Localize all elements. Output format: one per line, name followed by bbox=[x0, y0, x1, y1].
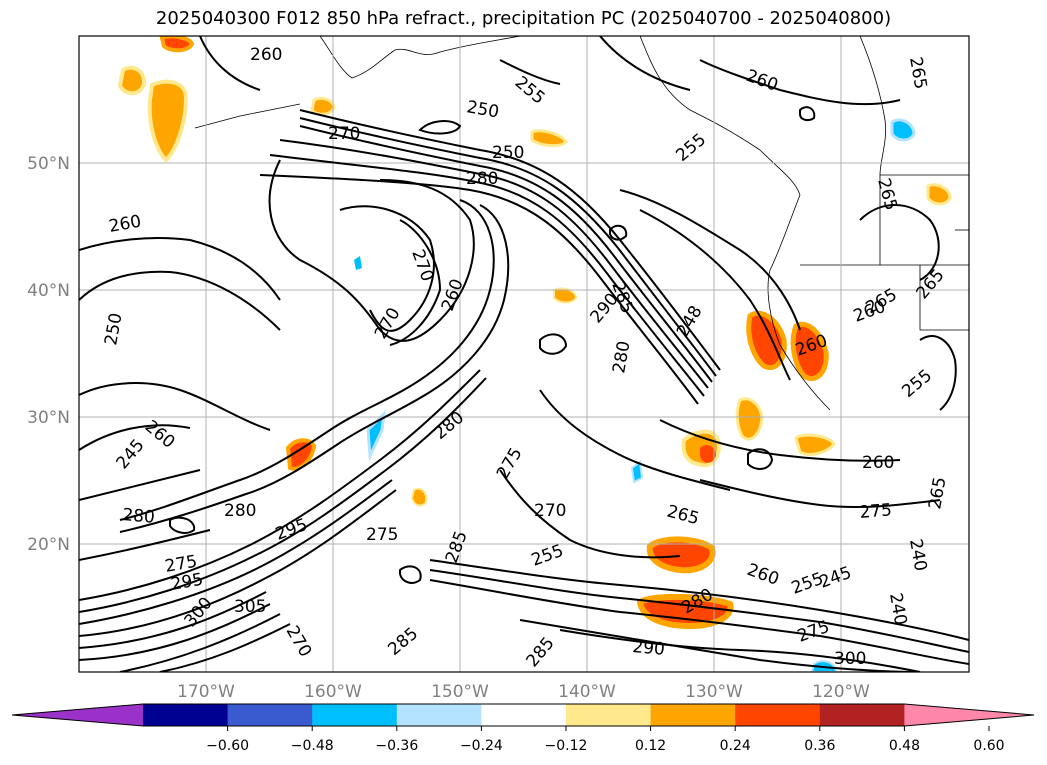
colorbar-segment bbox=[312, 704, 398, 726]
colorbar-tick-label: 0.24 bbox=[720, 738, 751, 754]
colorbar-tick-label: −0.24 bbox=[460, 738, 503, 754]
colorbar-tick-label: 0.36 bbox=[804, 738, 835, 754]
contour-label: 275 bbox=[366, 525, 398, 545]
lon-label: 140°W bbox=[558, 682, 616, 702]
colorbar-extend-low bbox=[12, 704, 143, 726]
lat-label: 30°N bbox=[27, 408, 70, 428]
contour-label: 280 bbox=[466, 169, 498, 189]
lat-label: 50°N bbox=[27, 154, 70, 174]
colorbar-outline bbox=[11, 703, 1035, 727]
colorbar-tick-label: −0.12 bbox=[545, 738, 588, 754]
colorbar-segment bbox=[396, 704, 482, 726]
colorbar bbox=[11, 703, 1035, 731]
contour-label: 250 bbox=[492, 143, 524, 163]
colorbar-tick-label: 0.12 bbox=[635, 738, 666, 754]
lon-label: 130°W bbox=[685, 682, 743, 702]
colorbar-segment bbox=[650, 704, 736, 726]
contour-label: 280 bbox=[122, 505, 156, 528]
contour-label: 290 bbox=[632, 637, 666, 660]
contour-label: 260 bbox=[250, 45, 282, 65]
colorbar-tick-label: −0.60 bbox=[206, 738, 249, 754]
colorbar-tick-label: 0.48 bbox=[889, 738, 920, 754]
contour-label: 305 bbox=[234, 597, 266, 617]
lon-label: 170°W bbox=[177, 682, 235, 702]
map-frame bbox=[78, 35, 970, 673]
lon-label: 120°W bbox=[812, 682, 870, 702]
colorbar-segment bbox=[735, 704, 821, 726]
contour-label: 275 bbox=[859, 500, 893, 523]
lon-label: 160°W bbox=[304, 682, 362, 702]
colorbar-segment bbox=[143, 704, 229, 726]
colorbar-segment bbox=[227, 704, 313, 726]
colorbar-tick-labels: −0.60 −0.48 −0.36 −0.24 −0.12 0.12 0.24 … bbox=[206, 738, 1004, 754]
refractivity-contours bbox=[79, 36, 969, 672]
lat-labels: 50°N 40°N 30°N 20°N bbox=[27, 154, 70, 555]
lat-label: 20°N bbox=[27, 535, 70, 555]
colorbar-tick-label: −0.48 bbox=[291, 738, 334, 754]
contour-label: 270 bbox=[328, 124, 360, 144]
colorbar-segment bbox=[819, 704, 905, 726]
precip-shading bbox=[117, 36, 952, 630]
contour-label: 260 bbox=[862, 453, 894, 473]
colorbar-tick-label: 0.60 bbox=[973, 738, 1004, 754]
colorbar-tick-label: −0.36 bbox=[375, 738, 418, 754]
contour-label: 270 bbox=[534, 501, 566, 521]
colorbar-segment bbox=[566, 704, 652, 726]
contour-label: 280 bbox=[224, 501, 256, 521]
coastlines bbox=[194, 36, 969, 411]
graticule bbox=[79, 36, 969, 672]
lat-label: 40°N bbox=[27, 281, 70, 301]
lon-labels: 170°W 160°W 150°W 140°W 130°W 120°W bbox=[177, 682, 870, 702]
lon-label: 150°W bbox=[431, 682, 489, 702]
colorbar-segment bbox=[481, 704, 567, 726]
colorbar-extend-high bbox=[904, 704, 1034, 726]
contour-label: 300 bbox=[834, 649, 866, 669]
map-title: 2025040300 F012 850 hPa refract., precip… bbox=[155, 8, 892, 29]
